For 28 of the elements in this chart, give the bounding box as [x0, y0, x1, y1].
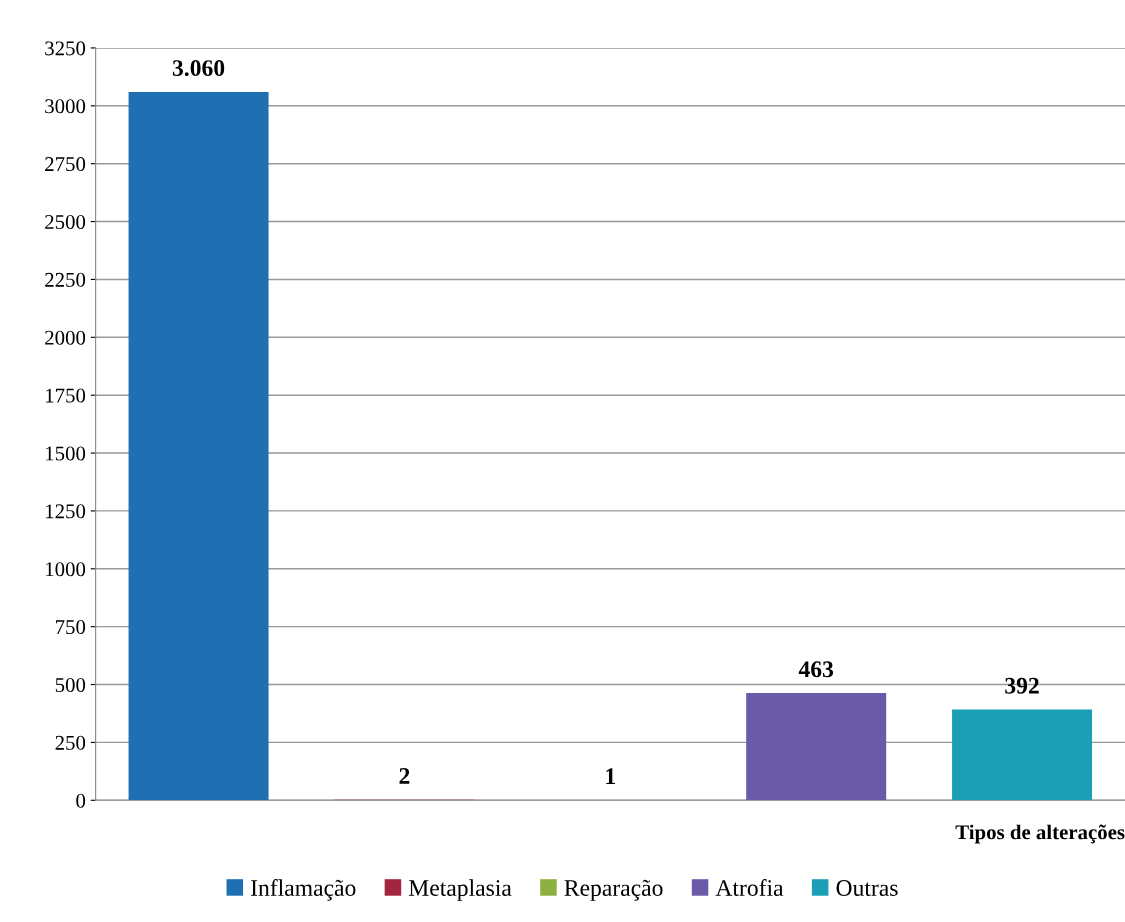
y-tick-label: 1750: [46, 388, 86, 403]
data-label: 1: [606, 768, 615, 784]
y-tick-label: 1000: [46, 562, 86, 577]
y-tick-label: 1250: [46, 504, 86, 519]
y-tick-label: 500: [55, 677, 86, 692]
legend-label: Reparação: [564, 879, 663, 901]
bar: [746, 693, 887, 801]
data-label: 392: [1005, 677, 1039, 694]
legend-label: Atrofia: [715, 879, 784, 896]
y-tick-label: 2750: [45, 157, 86, 172]
y-tick-label: 750: [56, 620, 86, 635]
y-tick-label: 2500: [45, 214, 86, 229]
bar: [952, 709, 1093, 801]
y-tick-label: 250: [55, 735, 86, 750]
y-tick-label: 0: [76, 793, 86, 808]
legend-label: Outras: [836, 880, 898, 896]
y-tick-label: 2000: [45, 330, 86, 345]
data-label: 2: [399, 768, 410, 784]
legend-label: Inflamação: [251, 879, 356, 901]
data-label: 463: [798, 661, 834, 678]
bar: [128, 91, 269, 801]
y-tick-label: 1500: [46, 446, 86, 461]
y-tick-label: 3250: [45, 41, 86, 56]
data-label: 3.060: [172, 60, 225, 77]
x-axis-title: Tipos de alterações: [955, 824, 1125, 844]
legend-label: Metaplasia: [408, 879, 512, 901]
y-tick-label: 2250: [45, 272, 86, 287]
y-tick-label: 3000: [45, 99, 86, 114]
